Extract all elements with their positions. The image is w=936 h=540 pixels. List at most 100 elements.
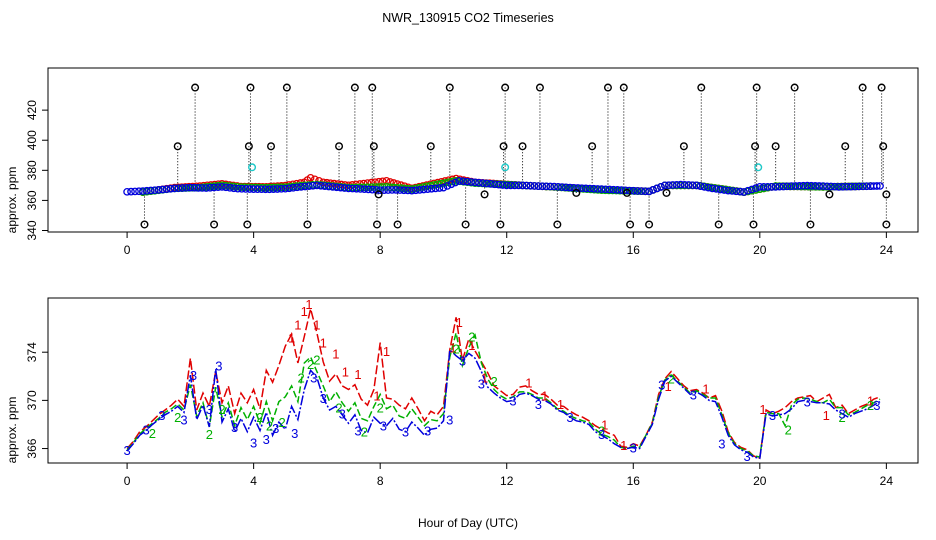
series-3-point: [842, 182, 851, 191]
series-3-point: [791, 182, 800, 190]
series-3-point: [601, 185, 610, 194]
series-3-point: [752, 184, 760, 192]
outliers-point: [806, 220, 815, 229]
series-3-point: [819, 182, 827, 190]
series-3-point: [542, 182, 551, 191]
outliers-point: [645, 220, 654, 229]
series-3-point: [873, 182, 881, 190]
series-3-marker: 3: [158, 408, 165, 423]
series-3-point: [696, 182, 705, 190]
series-3-point: [435, 184, 444, 192]
bottom-x-tick-label: 8: [377, 474, 384, 488]
series-3-point: [831, 182, 839, 191]
series-3-point: [795, 182, 804, 190]
series-3-point: [186, 183, 195, 192]
series-3-point: [305, 182, 313, 190]
series-3-point: [657, 183, 665, 191]
top-y-axis-label: approx. ppm: [5, 167, 19, 234]
series-1-marker: 1: [449, 340, 456, 355]
series-3-marker: 3: [142, 422, 149, 437]
series-1-marker: 1: [332, 346, 339, 361]
series-3-point: [344, 184, 353, 193]
series-3-point: [799, 181, 808, 190]
series-3-point: [158, 185, 167, 194]
series-3-point: [716, 185, 725, 194]
series-3-point: [605, 185, 614, 194]
series-3-marker: 3: [320, 391, 327, 406]
outliers-point: [877, 83, 886, 92]
series-3-point: [202, 184, 211, 192]
series-3-point: [174, 184, 183, 193]
series-3-point: [317, 181, 325, 190]
series-1-marker: 1: [301, 304, 308, 319]
outliers-point: [461, 220, 470, 229]
x-axis-label: Hour of Day (UTC): [418, 516, 518, 530]
series-3-point: [190, 183, 199, 192]
series-2-marker: 2: [452, 342, 459, 357]
outliers-point: [882, 190, 891, 199]
series-3-marker: 3: [769, 408, 776, 423]
series-3-marker: 3: [744, 449, 751, 464]
series-3-point: [827, 182, 835, 191]
bottom-y-tick-label: 370: [25, 390, 39, 410]
series-2-marker: 2: [867, 398, 874, 413]
series-3-point: [233, 184, 242, 193]
series-2-marker: 2: [598, 423, 605, 438]
series-2-marker: 2: [297, 370, 304, 385]
series-3-marker: 3: [446, 413, 453, 428]
series-3-point: [451, 178, 460, 187]
series-3-point: [755, 183, 764, 191]
outliers-point: [841, 142, 850, 151]
series-3-point: [763, 183, 772, 191]
series-2-point: [808, 182, 816, 191]
outliers-point: [603, 83, 612, 92]
series-3-marker: 3: [123, 443, 130, 458]
outliers-point: [790, 83, 799, 92]
top-y-tick-label: 360: [25, 190, 39, 210]
series-3-point: [178, 184, 187, 192]
series-1-marker: 1: [867, 393, 874, 408]
series-3-point: [182, 183, 191, 192]
series-3-point: [724, 186, 733, 195]
series-1-point: [367, 178, 376, 187]
series-3-marker: 3: [190, 368, 197, 383]
series-3-point: [744, 186, 752, 195]
series-3-point: [483, 179, 491, 188]
series-3-point: [392, 186, 400, 194]
series-3-point: [839, 182, 847, 191]
series-3-point: [249, 185, 258, 193]
series-3-point: [123, 187, 131, 196]
series-3-point: [376, 186, 385, 195]
series-3-point: [475, 178, 483, 187]
series-3-point: [324, 182, 333, 191]
bottom-y-tick-label: 374: [25, 342, 39, 362]
series-1-line: [126, 308, 881, 460]
series-3-point: [423, 185, 432, 193]
top-y-tick-label: 400: [25, 130, 39, 150]
outliers-point: [243, 220, 252, 229]
series-3-marker: 3: [718, 437, 725, 452]
series-3-point: [645, 187, 653, 196]
series-3-marker: 3: [690, 387, 697, 402]
bottom-x-tick-label: 0: [124, 474, 131, 488]
series-3-point: [558, 183, 566, 191]
series-3-point: [150, 186, 159, 195]
series-3-point: [447, 180, 456, 189]
series-3-marker: 3: [263, 432, 270, 447]
outliers-point: [518, 142, 527, 151]
series-3-point: [198, 184, 207, 192]
series-3-marker: 3: [598, 427, 605, 442]
series-1-marker: 1: [557, 397, 564, 412]
series-3-point: [653, 184, 661, 193]
series-2-marker: 2: [256, 410, 263, 425]
outliers-point: [825, 190, 834, 199]
series-3-point: [597, 185, 606, 193]
series-3-point: [328, 183, 337, 191]
outliers-point: [499, 142, 508, 151]
bottom-y-tick-label: 366: [25, 438, 39, 458]
outliers-point: [752, 83, 761, 92]
series-3-marker: 3: [459, 354, 466, 369]
outliers-point: [246, 83, 255, 92]
series-3-marker: 3: [206, 402, 213, 417]
outliers-point: [368, 83, 377, 92]
